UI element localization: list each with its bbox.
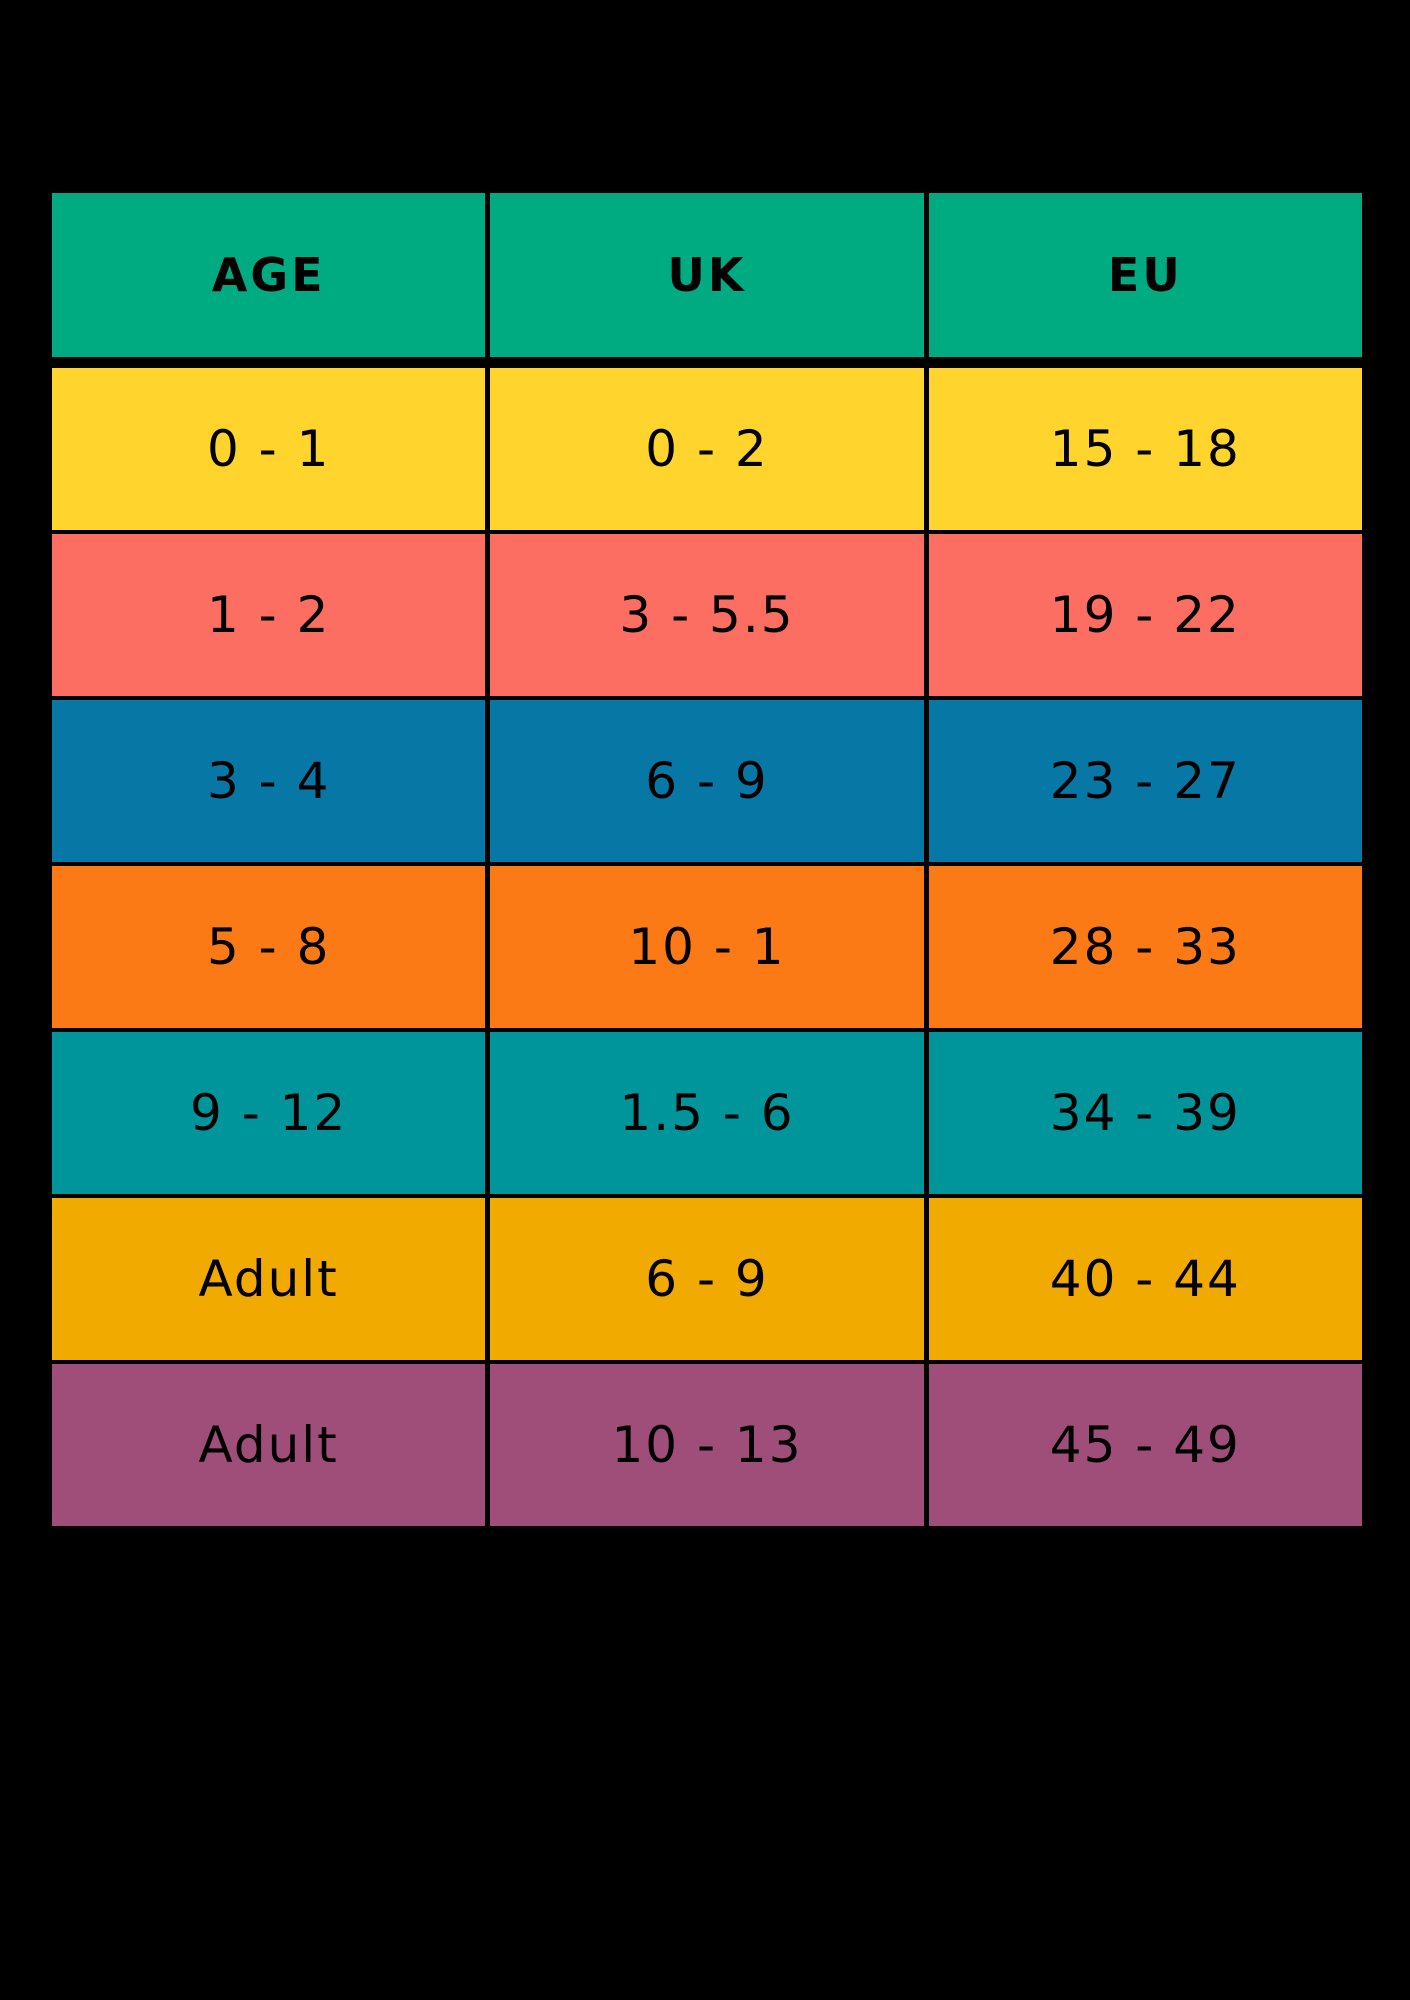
table-row: 1 - 2 3 - 5.5 19 - 22 xyxy=(52,534,1362,696)
table-cell-uk: 6 - 9 xyxy=(490,1198,924,1360)
table-cell-eu: 19 - 22 xyxy=(928,534,1362,696)
table-cell-eu: 45 - 49 xyxy=(928,1364,1362,1526)
table-row: 9 - 12 1.5 - 6 34 - 39 xyxy=(52,1032,1362,1194)
table-cell-age: 3 - 4 xyxy=(52,700,486,862)
table-row: Adult 6 - 9 40 - 44 xyxy=(52,1198,1362,1360)
table-row: 0 - 1 0 - 2 15 - 18 xyxy=(52,368,1362,530)
table-cell-uk: 10 - 13 xyxy=(490,1364,924,1526)
table-cell-eu: 28 - 33 xyxy=(928,866,1362,1028)
header-cell-uk: UK xyxy=(490,193,924,357)
table-cell-age: Adult xyxy=(52,1198,486,1360)
table-cell-age: 1 - 2 xyxy=(52,534,486,696)
table-cell-uk: 3 - 5.5 xyxy=(490,534,924,696)
table-cell-age: 5 - 8 xyxy=(52,866,486,1028)
table-cell-uk: 6 - 9 xyxy=(490,700,924,862)
header-cell-age: AGE xyxy=(52,193,486,357)
table-cell-eu: 23 - 27 xyxy=(928,700,1362,862)
table-cell-eu: 40 - 44 xyxy=(928,1198,1362,1360)
table-header-row: AGE UK EU xyxy=(52,193,1362,357)
shoe-size-conversion-table: AGE UK EU 0 - 1 0 - 2 15 - 18 1 - 2 3 - … xyxy=(52,193,1362,1526)
table-row: 5 - 8 10 - 1 28 - 33 xyxy=(52,866,1362,1028)
table-cell-eu: 34 - 39 xyxy=(928,1032,1362,1194)
table-cell-uk: 0 - 2 xyxy=(490,368,924,530)
table-cell-age: 9 - 12 xyxy=(52,1032,486,1194)
table-row: 3 - 4 6 - 9 23 - 27 xyxy=(52,700,1362,862)
table-cell-age: Adult xyxy=(52,1364,486,1526)
table-cell-uk: 1.5 - 6 xyxy=(490,1032,924,1194)
table-cell-uk: 10 - 1 xyxy=(490,866,924,1028)
table-row: Adult 10 - 13 45 - 49 xyxy=(52,1364,1362,1526)
table-cell-age: 0 - 1 xyxy=(52,368,486,530)
header-cell-eu: EU xyxy=(928,193,1362,357)
table-cell-eu: 15 - 18 xyxy=(928,368,1362,530)
